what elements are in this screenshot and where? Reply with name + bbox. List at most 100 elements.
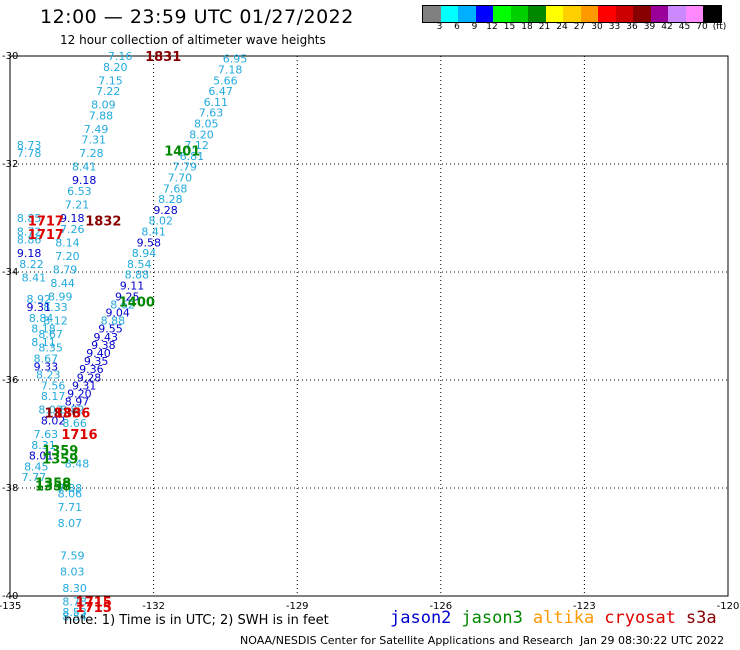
wave-height-label: 8.62 (110, 298, 135, 311)
map-axis-ticks: -135 -132 -129 -126 -123 -120 -30 -32 -34 -36 -38 -… (0, 51, 739, 612)
wave-height-label: 8.18 (31, 323, 56, 336)
wave-height-label: 8.35 (38, 342, 63, 355)
wave-height-label: 8.85 (17, 212, 42, 225)
wave-height-label: 8.30 (62, 582, 87, 595)
legend-label: 33 (608, 22, 621, 32)
pass-time-label: 1715 (76, 595, 112, 610)
wave-height-label: 7.71 (58, 501, 83, 514)
page-subtitle: 12 hour collection of altimeter wave hei… (60, 33, 326, 47)
wave-height-label: 7.18 (218, 64, 243, 77)
page-title: 12:00 — 23:59 UTC 01/27/2022 (40, 6, 354, 28)
wave-height-label: 8.02 (41, 415, 66, 428)
wave-height-label: 8.05 (194, 118, 219, 131)
wave-height-label: 7.28 (79, 147, 104, 160)
mission-legend: jason2 jason3 altika cryosat s3a (390, 608, 727, 628)
wave-height-label: 8.79 (53, 263, 78, 276)
lon-tick-label: -129 (286, 601, 309, 612)
lon-tick-label: -126 (429, 601, 452, 612)
pass-time-label: 1359 (42, 444, 78, 459)
wave-height-label: 7.63 (34, 428, 59, 441)
footer-timestamp: Jan 29 08:30:22 UTC 2022 (580, 634, 725, 647)
wave-height-label: 8.06 (58, 487, 83, 500)
wave-height-label: 8.03 (38, 404, 63, 417)
wave-height-label: 8.45 (24, 460, 49, 473)
wave-height-label: 8.54 (127, 258, 152, 271)
pass-time-label: 1717 (28, 215, 64, 230)
legend-swatch (668, 6, 686, 22)
legend-label: 36 (626, 22, 638, 32)
wave-height-label: 7.56 (41, 379, 66, 392)
wave-height-label: 6.47 (208, 85, 233, 98)
mission-altika: altika (532, 608, 595, 628)
wave-height-label: 8.54 (62, 611, 87, 624)
wave-height-label: 7.22 (96, 85, 121, 98)
wave-height-label: 9.38 (91, 339, 116, 352)
lat-tick-label: -38 (2, 483, 18, 494)
wave-height-label: 7.77 (22, 471, 47, 484)
wave-height-label: 9.04 (105, 307, 130, 320)
pass-time-label: 1358 (35, 477, 71, 492)
legend-swatch (458, 6, 476, 22)
wave-height-label: 8.11 (31, 336, 56, 349)
legend-swatch (493, 6, 511, 22)
legend-swatch (510, 6, 528, 22)
wave-height-label: 8.41 (141, 226, 166, 239)
lat-tick-label: -34 (2, 267, 18, 278)
legend-swatch (545, 6, 563, 22)
wave-height-label: 7.68 (163, 182, 188, 195)
pass-time-label: 1359 (42, 452, 78, 467)
wave-height-label: 8.14 (55, 236, 80, 249)
wave-height-label: 8.02 (149, 215, 174, 228)
wave-height-label: 8.78 (62, 595, 87, 608)
pass-time-label: 1717 (28, 228, 64, 243)
wave-height-label: 8.99 (48, 290, 73, 303)
color-scale-legend (422, 5, 722, 23)
pass-time-label: 1832 (85, 215, 121, 230)
wave-height-label: 8.88 (125, 269, 150, 282)
wave-height-label: 7.88 (58, 482, 83, 495)
wave-height-label: 6.95 (223, 53, 248, 66)
legend-swatch (475, 6, 493, 22)
pass-time-labels: 1831140118321717171714001836183617161359… (28, 50, 201, 616)
pass-time-label: 1716 (61, 428, 97, 443)
pass-time-label: 1836 (54, 406, 90, 421)
pass-time-label: 1400 (119, 296, 155, 311)
wave-height-label: 8.22 (19, 258, 44, 271)
wave-height-points: 7.168.207.157.228.097.887.497.317.288.41… (17, 50, 247, 624)
wave-height-label: 8.73 (17, 139, 42, 152)
wave-height-label: 9.31 (26, 301, 51, 314)
wave-height-label: 8.94 (132, 247, 157, 260)
wave-height-label: 8.41 (72, 161, 97, 174)
legend-label: 27 (573, 22, 586, 32)
wave-height-label: 7.20 (55, 250, 80, 263)
mission-jason3: jason3 (461, 608, 523, 628)
wave-height-label: 9.18 (72, 174, 97, 187)
pass-time-label: 1715 (76, 601, 112, 616)
footer-credit: NOAA/NESDIS Center for Satellite Applica… (240, 634, 574, 647)
footer-note: note: 1) Time is in UTC; 2) SWH is in fe… (64, 613, 329, 628)
legend-swatch (423, 6, 441, 22)
mission-s3a: s3a (685, 608, 717, 628)
wave-height-label: 8.67 (34, 352, 59, 365)
legend-label: 12 (486, 22, 498, 32)
lat-tick-label: -30 (2, 51, 18, 62)
wave-height-label: 8.23 (36, 369, 61, 382)
wave-height-label: 9.25 (115, 290, 140, 303)
wave-height-label: 8.92 (26, 293, 51, 306)
wave-height-label: 8.41 (22, 271, 47, 284)
wave-height-label: 9.11 (120, 280, 145, 293)
wave-height-label: 8.44 (50, 277, 75, 290)
wave-height-label: 8.84 (29, 312, 54, 325)
wave-height-label: 7.88 (89, 109, 114, 122)
wave-height-label: 8.01 (29, 450, 54, 463)
wave-height-label: 8.82 (60, 404, 85, 417)
wave-height-label: 7.70 (168, 172, 193, 185)
wave-height-label: 9.43 (93, 331, 118, 344)
wave-height-label: 8.20 (103, 61, 128, 74)
legend-swatch (685, 6, 703, 22)
wave-height-label: 8.12 (43, 315, 68, 328)
legend-label: 39 (643, 22, 656, 32)
lon-tick-label: -132 (142, 601, 165, 612)
wave-height-label: 8.72 (17, 226, 42, 239)
